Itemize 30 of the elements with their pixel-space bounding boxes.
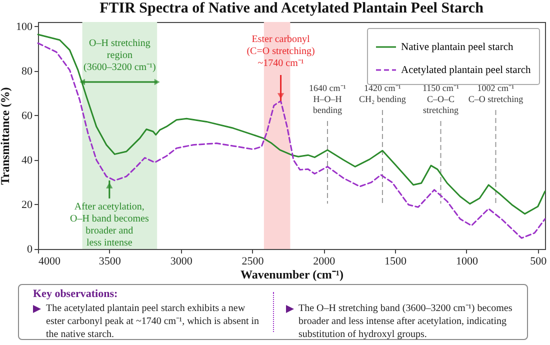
x-tick-label: 3000 — [170, 256, 193, 268]
ref-line-label: 1420 cm⁻¹ CH₂ bending — [359, 83, 406, 104]
x-tick-label: 3500 — [98, 256, 122, 268]
ref-line-label: 1002 cm⁻¹ C–O stretching — [468, 83, 524, 104]
x-tick-label: 1000 — [456, 256, 478, 268]
x-tick-label: 1500 — [384, 256, 408, 268]
y-tick-label: 20 — [22, 198, 33, 211]
x-tick-label: 2000 — [313, 256, 336, 268]
ref-line-label: 1150 cm⁻¹ C–O–C stretching — [422, 83, 460, 115]
text: Key observations: — [33, 288, 119, 300]
text: The O–H stretching band (3600–3200 cm⁻¹) becomes broader and less intense after acetylation, indicating substitution of hydroxyl groups. — [298, 302, 513, 341]
x-tick-label: 500 — [530, 256, 548, 268]
y-axis-title: Transmittance (%) — [0, 87, 12, 185]
annotation: Ester carbonyl (C=O stretching) ~1740 cm⁻¹ — [246, 34, 315, 70]
legend-label: Acetylated plantain peel starch — [401, 65, 532, 76]
legend-label: Native plantain peel starch — [401, 42, 514, 53]
y-tick-label: 0 — [27, 244, 33, 256]
ref-line-label: 1640 cm⁻¹ H–O–H bending — [309, 83, 346, 115]
y-tick-label: 60 — [22, 110, 33, 122]
y-tick-label: 40 — [22, 154, 33, 166]
x-tick-label: 2500 — [242, 256, 264, 268]
y-tick-label: 80 — [22, 65, 33, 78]
x-axis-title: Wavenumber (cm⁻¹) — [240, 268, 344, 282]
x-tick-label: 4000 — [38, 256, 61, 268]
text: The acetylated plantain peel starch exhibits a new ester carbonyl peak at ~1740 cm⁻¹, which is absent in the native starch. — [46, 302, 260, 341]
band-label: O–H stretching region (3600–3200 cm⁻¹) — [84, 38, 156, 73]
y-tick-label: 100 — [16, 20, 33, 33]
line-series — [37, 34, 546, 215]
annotation: After acetylation, O–H band becomes broader and less intense — [70, 201, 149, 248]
chart-title: FTIR Spectra of Native and Acetylated Plantain Peel Starch — [100, 0, 484, 16]
